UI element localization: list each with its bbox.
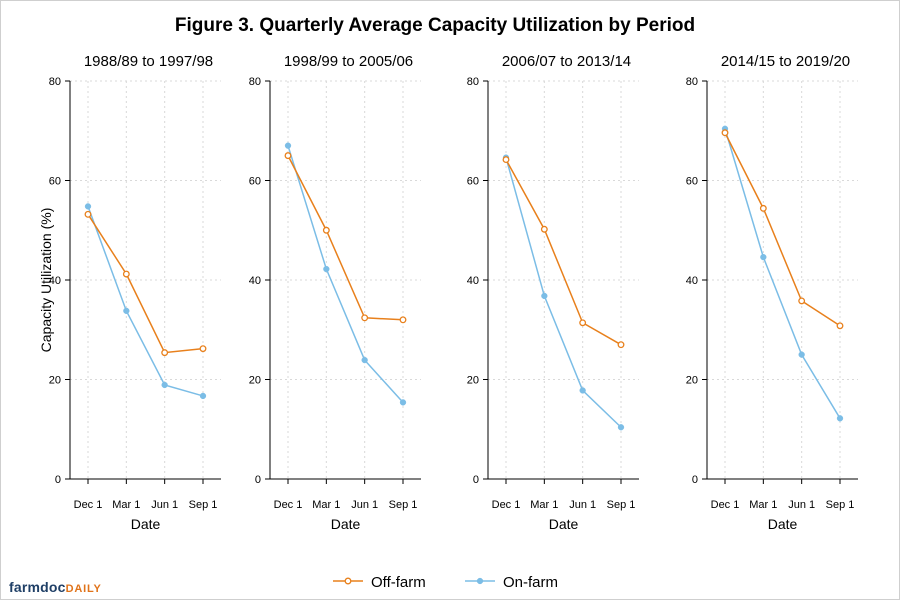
data-point-off-farm bbox=[721, 129, 729, 137]
logo-farm-text: farmdoc bbox=[9, 579, 66, 595]
x-axis-label: Date bbox=[331, 516, 361, 532]
legend-label-on-farm: On-farm bbox=[503, 574, 558, 591]
data-point-off-farm bbox=[540, 225, 548, 233]
chart-title: Figure 3. Quarterly Average Capacity Uti… bbox=[175, 15, 695, 36]
series-line-on-farm bbox=[287, 145, 404, 403]
series-line-off-farm bbox=[724, 132, 841, 327]
y-tick-label: 60 bbox=[467, 176, 479, 188]
x-tick-label: Dec 1 bbox=[74, 499, 103, 511]
data-point-off-farm bbox=[161, 349, 169, 357]
x-tick-label: Sep 1 bbox=[826, 499, 855, 511]
x-tick-label: Mar 1 bbox=[749, 499, 777, 511]
data-point-off-farm bbox=[84, 210, 92, 218]
data-point-on-farm bbox=[84, 203, 92, 210]
x-tick-label: Jun 1 bbox=[788, 499, 815, 511]
data-point-off-farm bbox=[759, 204, 767, 212]
data-point-off-farm bbox=[798, 297, 806, 305]
y-tick-label: 20 bbox=[49, 375, 61, 387]
data-point-on-farm bbox=[579, 387, 586, 394]
data-point-on-farm bbox=[798, 351, 805, 358]
x-tick-label: Mar 1 bbox=[530, 499, 558, 511]
data-point-on-farm bbox=[617, 424, 625, 431]
x-tick-label: Dec 1 bbox=[711, 499, 740, 511]
panel-subtitle: 2014/15 to 2019/20 bbox=[721, 53, 850, 70]
y-tick-label: 80 bbox=[249, 76, 261, 88]
data-point-off-farm bbox=[284, 152, 292, 160]
x-tick-label: Dec 1 bbox=[274, 499, 303, 511]
legend-marker-off-farm bbox=[344, 577, 352, 585]
data-point-on-farm bbox=[123, 307, 130, 314]
y-tick-label: 20 bbox=[467, 375, 479, 387]
y-axis-label: Capacity Utilization (%) bbox=[38, 208, 54, 353]
data-point-on-farm bbox=[161, 381, 168, 389]
series-line-off-farm bbox=[287, 155, 404, 321]
panel-subtitle: 2006/07 to 2013/14 bbox=[502, 53, 631, 70]
y-tick-label: 60 bbox=[249, 176, 261, 188]
data-point-on-farm bbox=[323, 265, 330, 273]
panel-subtitle: 1998/99 to 2005/06 bbox=[284, 53, 413, 70]
data-point-off-farm bbox=[122, 270, 130, 278]
x-tick-label: Dec 1 bbox=[492, 499, 521, 511]
x-tick-label: Sep 1 bbox=[389, 499, 418, 511]
y-tick-label: 0 bbox=[473, 474, 479, 486]
y-tick-label: 40 bbox=[249, 275, 261, 287]
y-tick-label: 40 bbox=[686, 275, 698, 287]
data-point-off-farm bbox=[502, 156, 510, 164]
y-tick-label: 80 bbox=[49, 76, 61, 88]
data-point-on-farm bbox=[836, 415, 844, 422]
series-line-off-farm bbox=[87, 213, 204, 354]
data-point-off-farm bbox=[579, 319, 587, 327]
data-point-off-farm bbox=[399, 316, 407, 324]
data-point-on-farm bbox=[760, 253, 767, 261]
data-point-on-farm bbox=[284, 142, 292, 149]
y-tick-label: 20 bbox=[686, 375, 698, 387]
y-tick-label: 0 bbox=[55, 474, 61, 486]
y-tick-label: 60 bbox=[49, 176, 61, 188]
data-point-on-farm bbox=[399, 399, 407, 406]
y-tick-label: 0 bbox=[255, 474, 261, 486]
x-tick-label: Mar 1 bbox=[312, 499, 340, 511]
x-tick-label: Jun 1 bbox=[151, 499, 178, 511]
data-point-on-farm bbox=[199, 392, 207, 400]
farmdoc-daily-logo: farmdocDAILY bbox=[9, 579, 102, 595]
data-point-off-farm bbox=[617, 341, 625, 349]
y-tick-label: 40 bbox=[49, 275, 61, 287]
panel-subtitle: 1988/89 to 1997/98 bbox=[84, 53, 213, 70]
y-tick-label: 80 bbox=[467, 76, 479, 88]
series-line-on-farm bbox=[505, 157, 622, 428]
x-axis-label: Date bbox=[131, 516, 161, 532]
data-point-on-farm bbox=[361, 356, 368, 364]
x-tick-label: Jun 1 bbox=[569, 499, 596, 511]
data-point-off-farm bbox=[836, 322, 844, 330]
data-point-off-farm bbox=[361, 314, 369, 322]
y-tick-label: 0 bbox=[692, 474, 698, 486]
x-axis-label: Date bbox=[768, 516, 798, 532]
legend-label-off-farm: Off-farm bbox=[371, 574, 426, 591]
x-tick-label: Jun 1 bbox=[351, 499, 378, 511]
x-tick-label: Mar 1 bbox=[112, 499, 140, 511]
data-point-on-farm bbox=[541, 292, 548, 300]
series-line-on-farm bbox=[724, 128, 841, 419]
y-tick-label: 60 bbox=[686, 176, 698, 188]
x-axis-label: Date bbox=[549, 516, 579, 532]
x-tick-label: Sep 1 bbox=[189, 499, 218, 511]
x-tick-label: Sep 1 bbox=[607, 499, 636, 511]
series-line-off-farm bbox=[505, 159, 622, 346]
data-point-off-farm bbox=[322, 226, 330, 234]
legend-marker-on-farm bbox=[476, 577, 484, 585]
y-tick-label: 80 bbox=[686, 76, 698, 88]
y-tick-label: 20 bbox=[249, 375, 261, 387]
logo-daily-text: DAILY bbox=[65, 583, 102, 595]
y-tick-label: 40 bbox=[467, 275, 479, 287]
data-point-off-farm bbox=[199, 345, 207, 353]
series-line-on-farm bbox=[87, 206, 204, 397]
